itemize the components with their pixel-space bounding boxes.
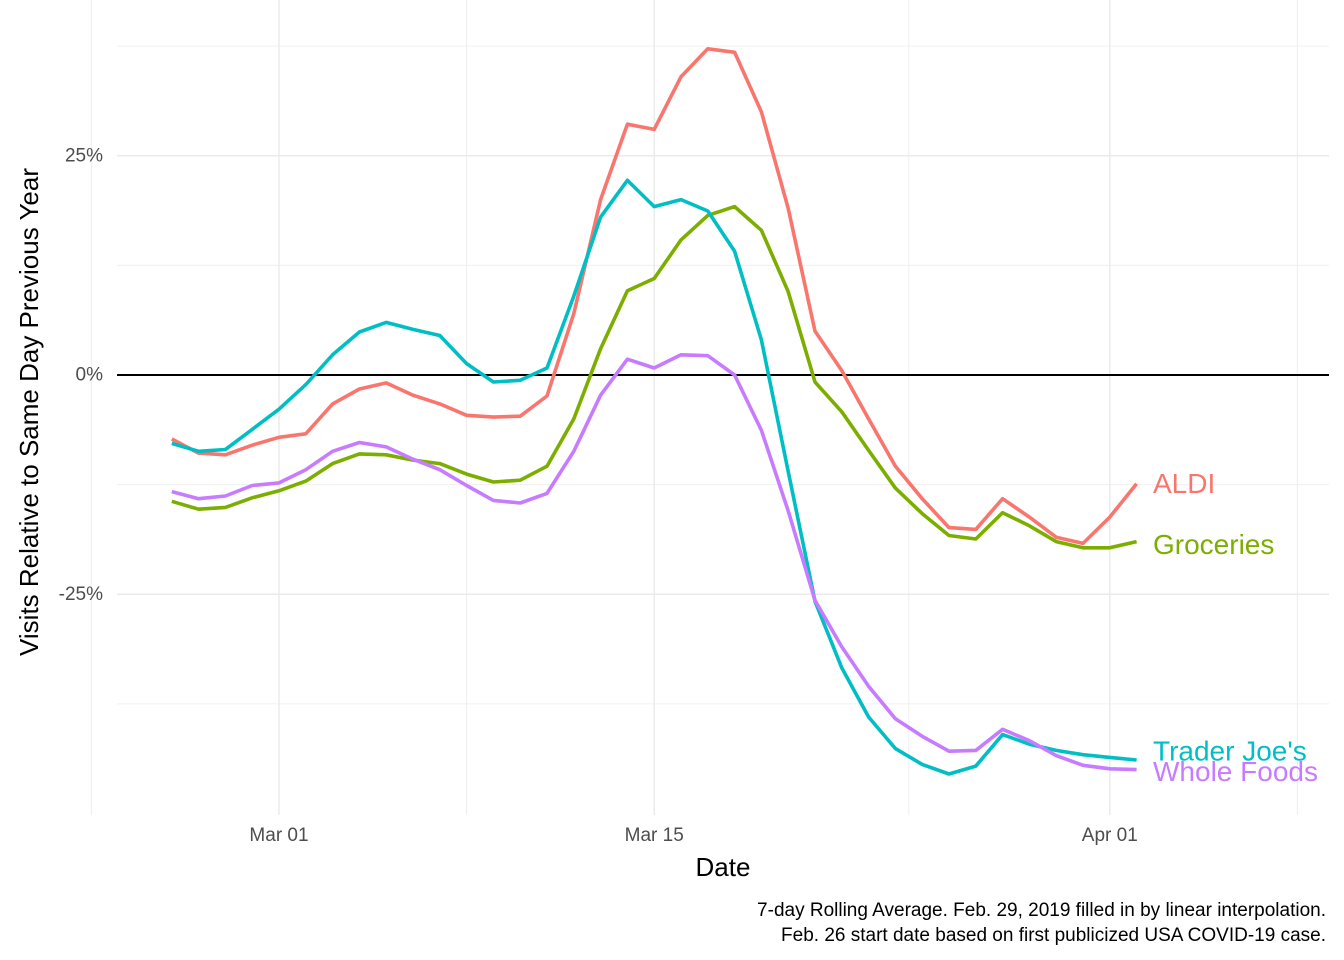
x-axis-title: Date <box>696 852 751 882</box>
y-tick-label-1: 0% <box>76 365 104 386</box>
caption-line-1: 7-day Rolling Average. Feb. 29, 2019 fil… <box>757 900 1326 921</box>
x-tick-label-0: Mar 01 <box>249 825 308 846</box>
series-line-trader-joe-s <box>171 178 1137 776</box>
series-label-groceries: Groceries <box>1153 529 1274 560</box>
series-lines <box>170 46 1139 776</box>
series-line-aldi <box>170 46 1139 546</box>
series-label-aldi: ALDI <box>1153 468 1215 499</box>
x-tick-label-1: Mar 15 <box>625 825 684 846</box>
y-axis-tick-labels: 25% 0% -25% <box>59 145 103 605</box>
major-gridlines <box>117 0 1329 815</box>
x-axis-tick-labels: Mar 01 Mar 15 Apr 01 <box>249 825 1137 846</box>
y-tick-label-2: -25% <box>59 584 103 605</box>
y-tick-label-0: 25% <box>65 145 103 166</box>
minor-gridlines <box>90 0 1329 815</box>
x-tick-label-2: Apr 01 <box>1082 825 1138 846</box>
series-label-whole-foods: Whole Foods <box>1153 756 1318 787</box>
y-axis-title: Visits Relative to Same Day Previous Yea… <box>14 168 44 656</box>
series-label-trader-joe-s: Trader Joe's <box>1153 736 1307 767</box>
caption-line-2: Feb. 26 start date based on first public… <box>781 925 1326 946</box>
series-line-groceries <box>171 204 1138 550</box>
series-line-whole-foods <box>171 352 1137 772</box>
